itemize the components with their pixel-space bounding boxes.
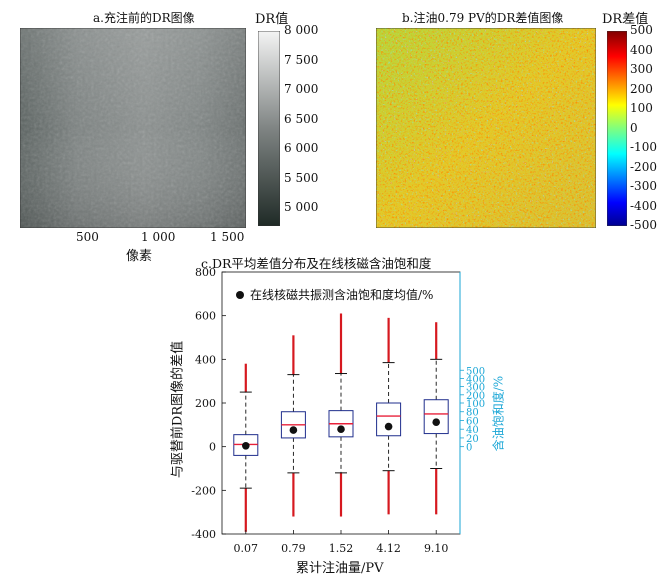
colorbar-tick-label: 8 000 (284, 23, 319, 37)
panel-b-title: b.注油0.79 PV的DR差值图像 (402, 11, 564, 25)
panel-b-image (376, 28, 596, 228)
colorbar-tick-label: 0 (630, 120, 638, 135)
chart-legend: 在线核磁共振测含油饱和度均值/% (236, 286, 433, 303)
panel-a-x-tick: 500 (76, 230, 99, 244)
legend-marker-icon (236, 290, 244, 299)
y-tick-label: -400 (191, 528, 216, 541)
saturation-point (432, 418, 441, 427)
panel-a-title: a.充注前的DR图像 (93, 11, 195, 25)
y2-tick-label: 300 (466, 383, 485, 394)
panel-b-colorbar-title: DR差值 (602, 12, 649, 27)
colorbar-tick-label: -300 (630, 179, 657, 193)
panel-a: a.充注前的DR图像 500 1 000 1 500 像素 DR值 (0, 0, 330, 265)
y2-tick-label: 60 (466, 416, 479, 427)
colorbar-tick-label: 500 (630, 23, 653, 37)
colorbar-tick-label: 7 500 (284, 52, 319, 67)
saturation-point (242, 441, 250, 450)
colorbar-tick-label: 300 (630, 62, 653, 76)
panel-c-title: c.DR平均差值分布及在线核磁含油饱和度 (201, 256, 432, 271)
colorbar-tick-label: 5 500 (284, 170, 319, 185)
y-tick-label: 200 (195, 397, 216, 410)
y-tick-label: 400 (195, 353, 216, 366)
x-tick-label: 4.12 (376, 542, 401, 555)
y-tick-label: 600 (195, 310, 216, 323)
y2-tick-label: 20 (466, 434, 479, 445)
panel-a-image (20, 28, 246, 228)
colorbar-tick-label: 200 (630, 81, 653, 96)
colorbar-tick-label: 6 500 (284, 111, 319, 126)
colorbar-tick-label: 100 (630, 101, 653, 115)
x-tick-label: 0.07 (234, 542, 258, 555)
x-tick-label: 9.10 (424, 542, 449, 555)
y-tick-label: 800 (195, 266, 216, 279)
colorbar-tick-label: 400 (630, 42, 653, 57)
box-body (376, 402, 402, 437)
y2-tick-label: 80 (466, 408, 479, 419)
panel-b-colorbar (607, 31, 627, 226)
y2-tick-label: 500 (466, 366, 485, 377)
panel-b: b.注油0.79 PV的DR差值图像 DR差值 (330, 0, 672, 265)
y2-tick-label: 400 (466, 374, 485, 385)
y2-tick-label: 0 (466, 443, 472, 454)
saturation-point (384, 422, 393, 431)
colorbar-tick-label: 7 000 (284, 82, 319, 97)
colorbar-tick-label: 5 000 (284, 200, 319, 215)
y2-tick-label: 100 (466, 399, 485, 410)
box-4 (423, 322, 449, 515)
y-tick-label: 0 (209, 441, 216, 454)
panel-a-x-tick: 1 500 (210, 230, 245, 244)
x-tick-label: 0.79 (281, 542, 306, 555)
chart-y2label: 含油饱和度/% (491, 375, 506, 452)
chart-xlabel: 累计注油量/PV (296, 561, 384, 576)
box-body (423, 399, 449, 435)
legend-label: 在线核磁共振测含油饱和度均值/% (250, 288, 434, 302)
panel-a-xlabel: 像素 (126, 249, 153, 264)
colorbar-tick-label: -400 (630, 198, 657, 213)
chart-ylabel: 与驱替前DR图像的差值 (170, 340, 186, 479)
y2-tick-label: 40 (466, 425, 479, 436)
colorbar-tick-label: -100 (630, 140, 657, 154)
saturation-point (337, 425, 345, 433)
panel-a-x-tick: 1 000 (141, 230, 176, 244)
y-tick-label: -200 (191, 484, 216, 497)
saturation-point (289, 426, 298, 434)
colorbar-tick-label: 6 000 (284, 141, 319, 156)
colorbar-tick-label: -200 (630, 159, 657, 174)
panel-a-colorbar (258, 31, 280, 226)
panel-a-colorbar-title: DR值 (255, 12, 289, 27)
colorbar-tick-label: -500 (630, 218, 657, 232)
x-tick-label: 1.52 (329, 542, 354, 555)
y2-tick-label: 200 (466, 391, 485, 402)
